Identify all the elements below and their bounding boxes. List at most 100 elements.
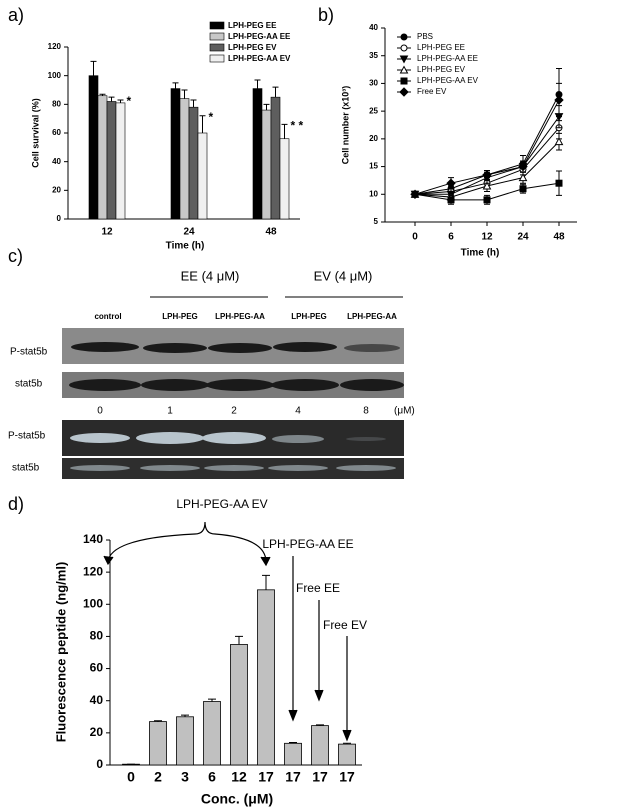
x-tick-label: 48	[553, 232, 565, 243]
y-tick-label: 30	[369, 79, 378, 88]
marker	[400, 33, 408, 41]
dose-label: 8	[363, 406, 369, 417]
legend-label: LPH-PEG-AA EE	[417, 54, 478, 63]
row-label: stat5b	[12, 463, 40, 474]
marker	[482, 170, 492, 180]
y-axis-label: Cell number (x10³)	[340, 86, 350, 165]
marker	[447, 196, 455, 204]
row-label: stat5b	[15, 379, 43, 390]
error-bar	[281, 123, 288, 139]
y-tick-label: 100	[83, 596, 103, 610]
x-axis-label: Conc. (μM)	[201, 791, 273, 807]
panel-label: d)	[8, 494, 24, 514]
marker	[410, 189, 420, 199]
bar	[179, 98, 190, 220]
bar	[279, 138, 290, 220]
error-bar	[99, 93, 106, 96]
error-bar	[208, 698, 216, 702]
bar	[115, 102, 126, 220]
error-bar	[262, 574, 270, 590]
error-bar	[199, 115, 206, 133]
y-tick-label: 5	[374, 217, 379, 226]
legend-swatch	[209, 54, 225, 63]
marker	[555, 179, 563, 187]
error-bar	[263, 103, 270, 111]
y-tick-label: 10	[369, 189, 378, 198]
y-tick-label: 40	[90, 693, 104, 707]
bar	[230, 644, 248, 766]
lane-label: LPH-PEG-AA	[347, 312, 397, 321]
marker	[518, 161, 528, 172]
group-label: EV (4 μM)	[314, 268, 373, 283]
error-bar	[181, 714, 189, 717]
y-tick-label: 120	[83, 564, 103, 578]
y-tick-label: 20	[90, 725, 104, 739]
marker	[400, 44, 408, 52]
y-tick-label: 80	[52, 99, 61, 108]
x-tick-label: 0	[412, 232, 418, 243]
lane-label: LPH-PEG-AA	[215, 312, 265, 321]
legend-label: LPH-PEG EE	[228, 21, 277, 30]
bar	[176, 716, 194, 766]
y-tick-label: 60	[52, 128, 61, 137]
error-bar	[316, 724, 324, 726]
y-tick-label: 35	[369, 51, 378, 60]
annotation: LPH-PEG-AA EV	[176, 497, 267, 511]
bar	[97, 95, 108, 220]
legend-label: LPH-PEG-AA EE	[228, 32, 291, 41]
bar	[106, 101, 117, 220]
y-tick-label: 0	[96, 757, 103, 771]
marker	[446, 178, 456, 188]
x-tick-label: 17	[312, 769, 328, 785]
error-bar	[108, 96, 115, 102]
error-bar	[289, 742, 297, 744]
x-tick-label: 24	[183, 227, 195, 238]
bar	[284, 742, 302, 766]
legend-label: LPH-PEG-AA EV	[228, 54, 291, 63]
annotation: Free EV	[323, 618, 367, 632]
error-bar	[172, 82, 179, 89]
y-tick-label: 20	[369, 134, 378, 143]
row-label: P-stat5b	[8, 431, 46, 442]
x-tick-label: 6	[208, 769, 216, 785]
x-tick-label: 2	[154, 769, 162, 785]
dose-label: 2	[231, 406, 237, 417]
annotation: Free EE	[296, 581, 340, 595]
panel-label: a)	[8, 5, 24, 25]
marker	[399, 87, 409, 97]
x-tick-label: 17	[339, 769, 355, 785]
legend-label: LPH-PEG-AA EV	[417, 76, 479, 85]
x-tick-label: 12	[231, 769, 247, 785]
error-bar	[90, 60, 97, 76]
marker	[399, 55, 409, 64]
lane-label: LPH-PEG	[162, 312, 198, 321]
x-tick-label: 12	[481, 232, 493, 243]
x-tick-label: 0	[127, 769, 135, 785]
bands	[70, 432, 396, 471]
x-tick-label: 12	[101, 227, 113, 238]
legend-label: LPH-PEG EV	[417, 65, 466, 74]
annotation: LPH-PEG-AA EE	[262, 537, 353, 551]
error-bar	[117, 99, 124, 103]
marker	[482, 181, 492, 190]
marker	[554, 137, 564, 146]
bar	[170, 88, 181, 220]
legend-swatch	[209, 43, 225, 52]
x-tick-label: 3	[181, 769, 189, 785]
group-label: EE (4 μM)	[181, 268, 240, 283]
legend-label: LPH-PEG EE	[417, 43, 465, 52]
y-tick-label: 100	[48, 71, 62, 80]
y-tick-label: 15	[369, 162, 378, 171]
bar	[149, 721, 167, 766]
bar	[261, 109, 272, 220]
dose-label: 1	[167, 406, 173, 417]
significance-label: *	[209, 110, 214, 124]
error-bar	[272, 86, 279, 98]
y-tick-label: 40	[369, 23, 378, 32]
error-bar	[343, 742, 351, 745]
marker	[400, 77, 408, 85]
error-bar	[254, 79, 261, 89]
y-tick-label: 20	[52, 185, 61, 194]
